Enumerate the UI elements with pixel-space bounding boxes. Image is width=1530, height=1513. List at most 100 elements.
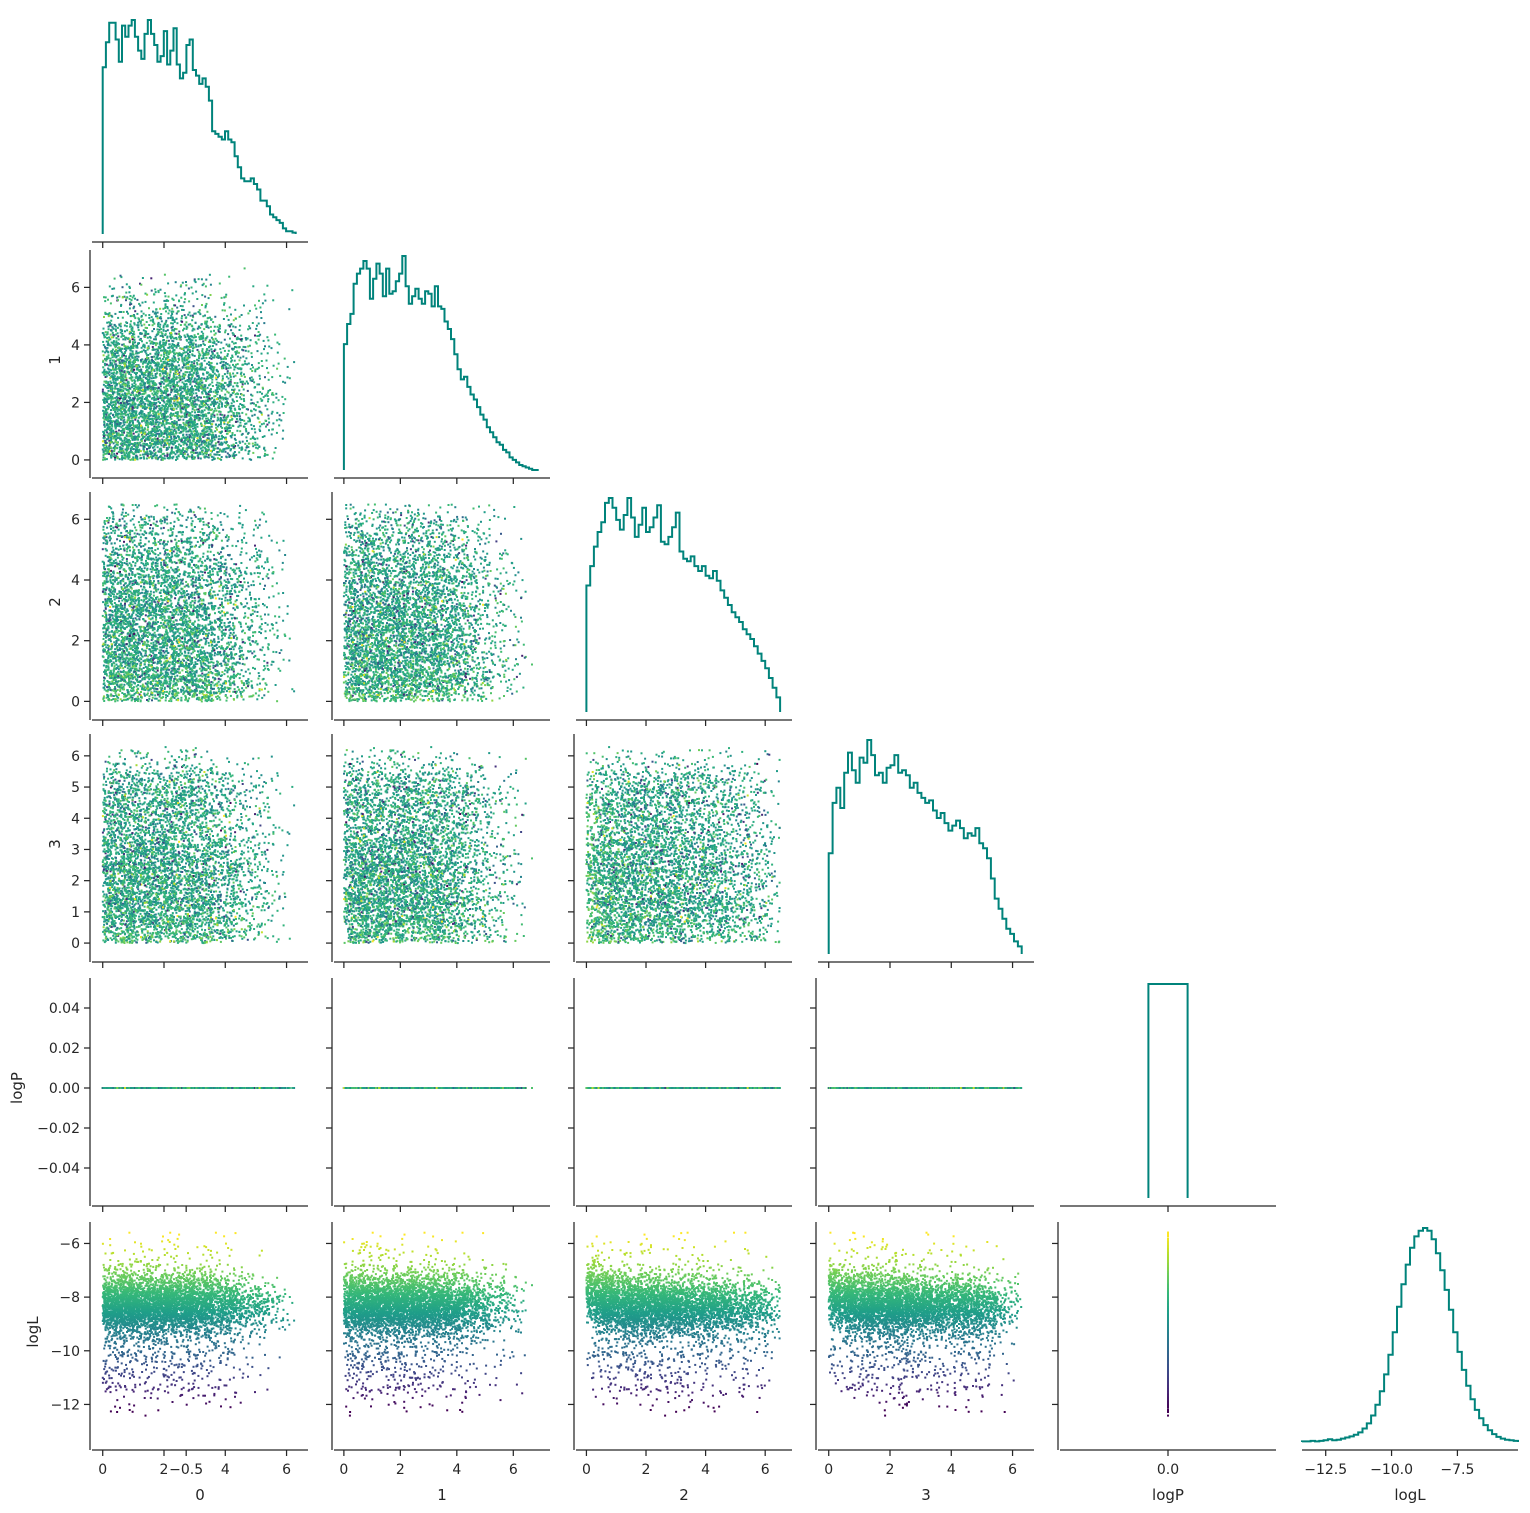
scatter-point <box>160 313 162 315</box>
scatter-point <box>227 372 229 374</box>
scatter-point <box>193 362 195 364</box>
scatter-point <box>245 350 247 352</box>
scatter-point <box>232 364 234 366</box>
scatter-point <box>108 337 110 339</box>
scatter-point <box>223 385 225 387</box>
scatter-point <box>256 343 258 345</box>
scatter-point <box>140 322 142 324</box>
scatter-point <box>245 430 247 432</box>
scatter-point <box>258 362 260 364</box>
scatter-point <box>160 418 162 420</box>
scatter-point <box>192 330 194 332</box>
scatter-point <box>186 434 188 436</box>
scatter-point <box>145 353 147 355</box>
scatter-point <box>245 357 247 359</box>
scatter-point <box>253 425 255 427</box>
scatter-point <box>150 320 152 322</box>
scatter-point <box>117 410 119 412</box>
scatter-point <box>194 409 196 411</box>
scatter-point <box>134 298 136 300</box>
scatter-point <box>177 400 179 402</box>
scatter-point <box>272 299 274 301</box>
scatter-point <box>104 369 106 371</box>
scatter-point <box>203 378 205 380</box>
scatter-point <box>252 445 254 447</box>
scatter-point <box>251 415 253 417</box>
scatter-point <box>137 359 139 361</box>
scatter-point <box>216 393 218 395</box>
scatter-point <box>276 419 278 421</box>
scatter-point <box>169 374 171 376</box>
scatter-point <box>109 285 111 287</box>
scatter-point <box>125 299 127 301</box>
scatter-point <box>261 414 263 416</box>
scatter-point <box>242 349 244 351</box>
scatter-point <box>176 307 178 309</box>
scatter-point <box>228 319 230 321</box>
scatter-point <box>149 340 151 342</box>
scatter-point <box>196 437 198 439</box>
scatter-point <box>192 347 194 349</box>
scatter-point <box>148 457 150 459</box>
scatter-point <box>243 389 245 391</box>
scatter-point <box>224 441 226 443</box>
scatter-point <box>259 425 261 427</box>
histogram-0 <box>103 20 296 234</box>
scatter-point <box>210 326 212 328</box>
scatter-point <box>242 356 244 358</box>
scatter-point <box>170 387 172 389</box>
scatter-point <box>224 331 226 333</box>
scatter-point <box>126 325 128 327</box>
scatter-point <box>102 350 104 352</box>
scatter-point <box>230 367 232 369</box>
scatter-point <box>164 292 166 294</box>
scatter-point <box>182 419 184 421</box>
scatter-point <box>167 300 169 302</box>
scatter-point <box>178 364 180 366</box>
scatter-point <box>266 285 268 287</box>
scatter-point <box>182 305 184 307</box>
scatter-point <box>187 386 189 388</box>
scatter-point <box>175 430 177 432</box>
scatter-point <box>229 410 231 412</box>
scatter-point <box>183 301 185 303</box>
scatter-point <box>207 430 209 432</box>
scatter-point <box>186 397 188 399</box>
scatter-point <box>141 325 143 327</box>
panel-1-vs-0 <box>84 250 308 484</box>
scatter-point <box>293 361 295 363</box>
scatter-point <box>284 398 286 400</box>
scatter-point <box>165 310 167 312</box>
scatter-point <box>182 282 184 284</box>
scatter-point <box>173 430 175 432</box>
scatter-point <box>143 313 145 315</box>
scatter-point <box>247 383 249 385</box>
scatter-point <box>221 414 223 416</box>
scatter-point <box>110 409 112 411</box>
scatter-point <box>217 376 219 378</box>
scatter-point <box>168 365 170 367</box>
scatter-point <box>228 411 230 413</box>
scatter-point <box>214 326 216 328</box>
scatter-point <box>219 348 221 350</box>
scatter-point <box>208 297 210 299</box>
scatter-point <box>166 340 168 342</box>
scatter-point <box>211 420 213 422</box>
scatter-point <box>199 369 201 371</box>
scatter-point <box>143 329 145 331</box>
scatter-point <box>206 303 208 305</box>
scatter-point <box>239 359 241 361</box>
scatter-point <box>137 317 139 319</box>
scatter-point <box>201 444 203 446</box>
scatter-point <box>277 342 279 344</box>
scatter-point <box>284 358 286 360</box>
scatter-point <box>236 430 238 432</box>
scatter-point <box>236 400 238 402</box>
scatter-point <box>176 381 178 383</box>
scatter-point <box>122 338 124 340</box>
scatter-point <box>202 333 204 335</box>
scatter-point <box>169 310 171 312</box>
scatter-point <box>251 364 253 366</box>
scatter-point <box>115 428 117 430</box>
scatter-point <box>158 329 160 331</box>
